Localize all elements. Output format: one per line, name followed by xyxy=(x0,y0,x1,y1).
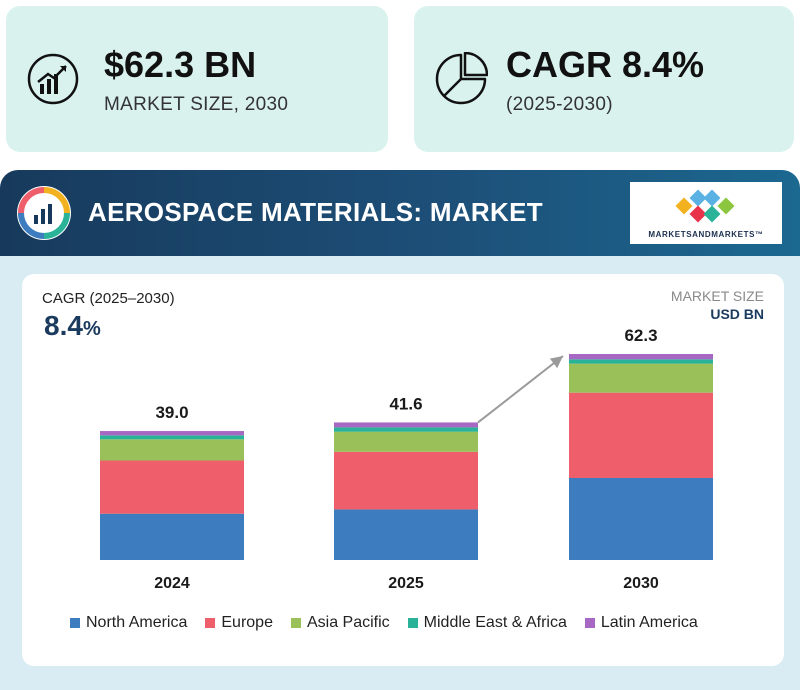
legend-label: Europe xyxy=(221,614,273,631)
donut-bar-chart-icon xyxy=(17,186,71,240)
pie-chart-icon xyxy=(435,52,488,105)
total-label-2030: 62.3 xyxy=(624,326,657,345)
legend-item-latin-america: Latin America xyxy=(584,613,698,633)
bar-2025-europe xyxy=(334,451,478,510)
legend-label: Latin America xyxy=(600,614,698,631)
cagr-card: CAGR 8.4% (2025-2030) xyxy=(414,6,794,152)
legend-label: Asia Pacific xyxy=(306,614,390,631)
growth-arrow xyxy=(477,355,564,424)
brand-logo: MARKETSANDMARKETS™ xyxy=(630,182,782,244)
bar-2024-middle-east-africa xyxy=(100,435,244,440)
bar-2025-north-america xyxy=(334,509,478,560)
bar-2030-europe xyxy=(569,392,713,478)
bar-2030-asia-pacific xyxy=(569,363,713,393)
cagr-value: CAGR 8.4% xyxy=(506,44,705,85)
legend-label: Middle East & Africa xyxy=(423,614,567,631)
banner-title: AEROSPACE MATERIALS: MARKET xyxy=(88,197,543,227)
legend-swatch xyxy=(205,618,216,628)
chart-cagr-label: CAGR (2025–2030) xyxy=(42,290,175,307)
market-size-axis-label: MARKET SIZE xyxy=(670,288,764,304)
market-size-value: $62.3 BN xyxy=(104,44,257,85)
market-size-card: $62.3 BN MARKET SIZE, 2030 xyxy=(6,6,388,152)
legend-item-north-america: North America xyxy=(70,613,187,633)
bar-2025-asia-pacific xyxy=(334,431,478,452)
logo-diamonds-icon xyxy=(675,189,735,223)
chart-cagr-unit: % xyxy=(82,318,101,340)
bar-2025-middle-east-africa xyxy=(334,427,478,432)
bar-2025-latin-america xyxy=(334,422,478,428)
bar-2030-north-america xyxy=(569,477,713,560)
x-tick-label-2025: 2025 xyxy=(388,575,424,592)
x-tick-label-2030: 2030 xyxy=(623,575,659,592)
total-label-2025: 41.6 xyxy=(389,394,422,413)
legend-item-asia-pacific: Asia Pacific xyxy=(290,613,390,633)
chart-cagr-value: 8.4% xyxy=(44,310,101,342)
chart-legend: North America Europe Asia Pacific Middle Ea… xyxy=(70,613,770,633)
cagr-period: (2025-2030) xyxy=(506,94,613,115)
bar-2024-asia-pacific xyxy=(100,439,244,461)
legend-label: North America xyxy=(86,614,188,631)
unit-label: USD BN xyxy=(710,306,764,322)
legend-swatch xyxy=(70,618,80,628)
market-size-label: MARKET SIZE, 2030 xyxy=(104,94,289,115)
logo-wordmark: MARKETSANDMARKETS™ xyxy=(648,230,764,239)
chart-cagr-number: 8.4 xyxy=(44,310,83,341)
legend-item-middle-east-africa: Middle East & Africa xyxy=(407,613,567,633)
legend-swatch xyxy=(290,618,301,628)
growth-chart-icon xyxy=(27,53,79,105)
legend-swatch xyxy=(407,618,418,628)
bar-2024-europe xyxy=(100,460,244,514)
bar-2030-latin-america xyxy=(569,354,713,360)
legend-item-europe: Europe xyxy=(205,613,273,633)
bar-2030-middle-east-africa xyxy=(569,359,713,364)
bar-2024-latin-america xyxy=(100,431,244,436)
legend-swatch xyxy=(584,618,595,628)
x-tick-label-2024: 2024 xyxy=(154,575,190,592)
total-label-2024: 39.0 xyxy=(155,403,188,422)
growth-arrow-head xyxy=(549,356,563,369)
bar-2024-north-america xyxy=(100,513,244,560)
